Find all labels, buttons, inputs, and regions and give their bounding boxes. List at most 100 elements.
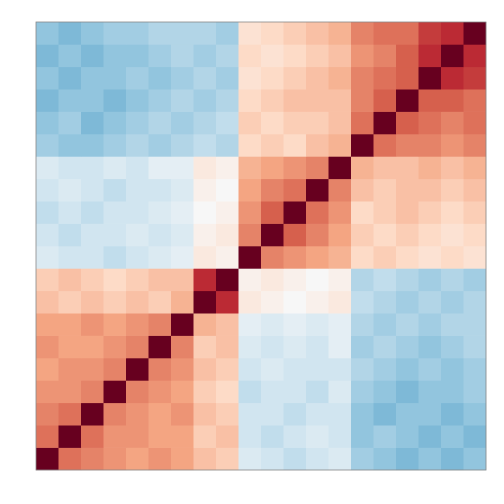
cell [58, 290, 82, 314]
cell [351, 290, 374, 314]
cell [36, 89, 59, 112]
cell [283, 223, 307, 247]
cell [418, 246, 442, 269]
cell [36, 380, 59, 404]
cell [238, 201, 262, 224]
cell [306, 178, 329, 202]
cell [351, 89, 374, 112]
cell [418, 313, 442, 336]
cell [238, 335, 262, 359]
cell [283, 111, 307, 135]
cell [216, 44, 239, 68]
cell [441, 358, 464, 381]
cell [126, 66, 149, 90]
cell [261, 447, 284, 471]
cell [36, 201, 59, 224]
cell [103, 156, 127, 180]
cell [396, 44, 419, 68]
cell [216, 66, 239, 90]
cell [193, 156, 217, 180]
cell [328, 425, 352, 448]
cell [441, 156, 464, 180]
cell [36, 134, 59, 157]
cell [193, 178, 217, 202]
cell [216, 201, 239, 224]
cell [441, 44, 464, 68]
cell [58, 66, 82, 90]
cell [126, 313, 149, 336]
cell [216, 22, 239, 45]
cell [58, 134, 82, 157]
cell [351, 66, 374, 90]
cell [81, 89, 104, 112]
cell [193, 111, 217, 135]
cell [171, 358, 194, 381]
cell [238, 66, 262, 90]
cell [58, 380, 82, 404]
cell [193, 447, 217, 471]
cell [126, 335, 149, 359]
cell [418, 134, 442, 157]
cell [148, 313, 172, 336]
cell [148, 268, 172, 292]
cell [238, 290, 262, 314]
cell [396, 178, 419, 202]
cell [373, 380, 397, 404]
cell [418, 44, 442, 68]
cell [396, 268, 419, 292]
cell [328, 156, 352, 180]
cell [103, 111, 127, 135]
cell [216, 178, 239, 202]
cell [283, 358, 307, 381]
cell [126, 134, 149, 157]
cell [148, 22, 172, 45]
cell [418, 268, 442, 292]
cell [171, 425, 194, 448]
cell [261, 313, 284, 336]
cell [126, 111, 149, 135]
cell [193, 89, 217, 112]
cell [418, 66, 442, 90]
cell [171, 111, 194, 135]
cell [216, 223, 239, 247]
cell [373, 246, 397, 269]
cell [81, 22, 104, 45]
cell [148, 380, 172, 404]
cell [441, 402, 464, 426]
cell [216, 335, 239, 359]
cell [126, 201, 149, 224]
cell [148, 425, 172, 448]
cell [238, 380, 262, 404]
cell [193, 246, 217, 269]
cell [81, 111, 104, 135]
cell [306, 111, 329, 135]
cell [261, 89, 284, 112]
cell [261, 66, 284, 90]
cell [238, 447, 262, 471]
cell [373, 201, 397, 224]
cell [58, 111, 82, 135]
cell [81, 66, 104, 90]
cell [36, 335, 59, 359]
cell [283, 201, 307, 224]
cell [81, 380, 104, 404]
cell [463, 290, 487, 314]
cell [441, 447, 464, 471]
cell [171, 178, 194, 202]
cell [238, 313, 262, 336]
cell [81, 223, 104, 247]
cell [418, 380, 442, 404]
cell [283, 89, 307, 112]
cell [396, 402, 419, 426]
cell [148, 335, 172, 359]
cell [373, 313, 397, 336]
cell [441, 201, 464, 224]
cell [328, 335, 352, 359]
cell [103, 313, 127, 336]
cell [238, 156, 262, 180]
cell [328, 268, 352, 292]
cell [103, 380, 127, 404]
cell [58, 89, 82, 112]
cell [148, 358, 172, 381]
cell [351, 380, 374, 404]
